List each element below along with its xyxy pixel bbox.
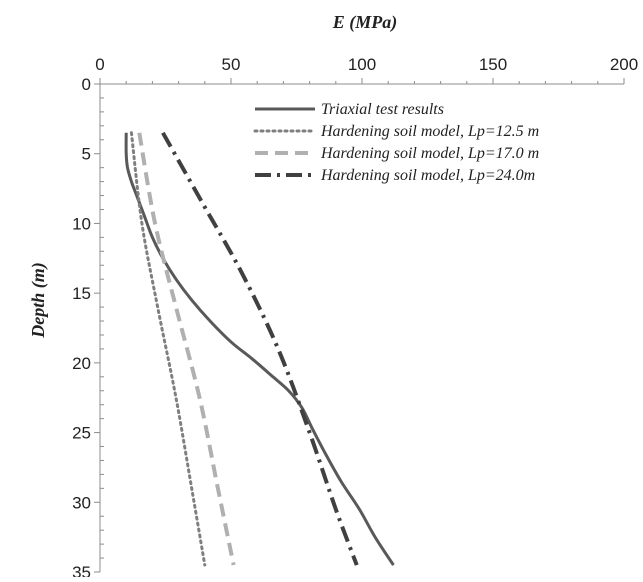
- axes-layer: 0 50 100 150 200 0 5 10 15 20 25 30 35: [72, 55, 638, 582]
- series-hs-lp24-line: [161, 131, 359, 566]
- y-tick-label: 20: [72, 354, 91, 373]
- series-hs-lp17-line: [137, 132, 236, 566]
- y-tick-label: 30: [72, 493, 91, 512]
- x-tick-label: 0: [95, 55, 104, 74]
- x-tick-label: 200: [610, 55, 638, 74]
- x-axis-title: E (MPa): [332, 12, 398, 33]
- y-tick-label: 5: [82, 145, 91, 164]
- y-tick-label: 15: [72, 284, 91, 303]
- x-tick-label: 150: [479, 55, 507, 74]
- legend: Triaxial test results Hardening soil mode…: [253, 101, 539, 184]
- legend-label: Hardening soil model, Lp=24.0m: [320, 167, 535, 184]
- series-triaxial-line: [124, 132, 395, 566]
- y-tick-label: 0: [82, 75, 91, 94]
- y-tick-label: 25: [72, 424, 91, 443]
- legend-label: Hardening soil model, Lp=17.0 m: [320, 145, 539, 162]
- series-layer: [124, 131, 395, 567]
- legend-label: Hardening soil model, Lp=12.5 m: [320, 123, 539, 140]
- y-tick-label: 10: [72, 214, 91, 233]
- series-hs-lp12-line: [129, 131, 207, 567]
- y-axis-title: Depth (m): [28, 262, 49, 339]
- x-tick-label: 100: [348, 55, 376, 74]
- y-tick-label: 35: [72, 563, 91, 577]
- x-tick-label: 50: [222, 55, 241, 74]
- legend-label: Triaxial test results: [321, 101, 444, 118]
